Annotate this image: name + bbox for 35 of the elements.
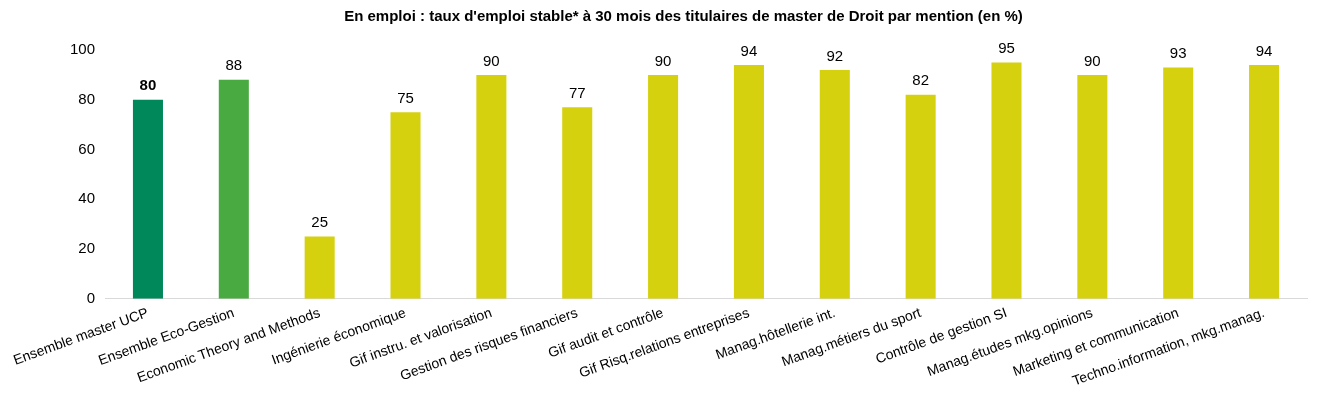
data-label: 94 [740, 41, 758, 59]
data-label: 75 [397, 88, 414, 106]
y-tick-label: 0 [86, 288, 96, 306]
data-label: 94 [1255, 41, 1273, 59]
data-label: 82 [912, 71, 929, 89]
data-label: 80 [139, 76, 157, 94]
bar [218, 79, 249, 299]
bar [733, 64, 764, 299]
data-label: 90 [1084, 51, 1101, 69]
data-label: 88 [225, 56, 243, 74]
y-tick-label: 80 [78, 89, 96, 107]
y-tick-label: 40 [78, 189, 96, 207]
bar [562, 107, 593, 299]
bar [1163, 67, 1194, 299]
bar [1249, 64, 1280, 299]
bar [1077, 74, 1108, 299]
data-label: 77 [568, 83, 586, 101]
bar [819, 69, 850, 299]
bar [476, 74, 507, 299]
bar [648, 74, 679, 299]
data-label: 90 [483, 51, 500, 69]
bar [304, 236, 335, 299]
y-tick-label: 60 [78, 139, 96, 157]
bar [390, 112, 421, 299]
y-tick-label: 20 [78, 239, 96, 257]
data-label: 95 [998, 39, 1015, 57]
chart-title: En emploi : taux d'emploi stable* à 30 mois des titulaires de master de Droit par mention (en %) [344, 7, 1023, 25]
data-label: 25 [311, 213, 329, 231]
bar [905, 94, 936, 299]
bar [132, 99, 163, 299]
data-label: 90 [654, 51, 672, 69]
data-label: 92 [826, 46, 844, 64]
bar [991, 62, 1022, 299]
y-tick-label: 100 [70, 40, 96, 58]
data-label: 93 [1169, 44, 1187, 62]
